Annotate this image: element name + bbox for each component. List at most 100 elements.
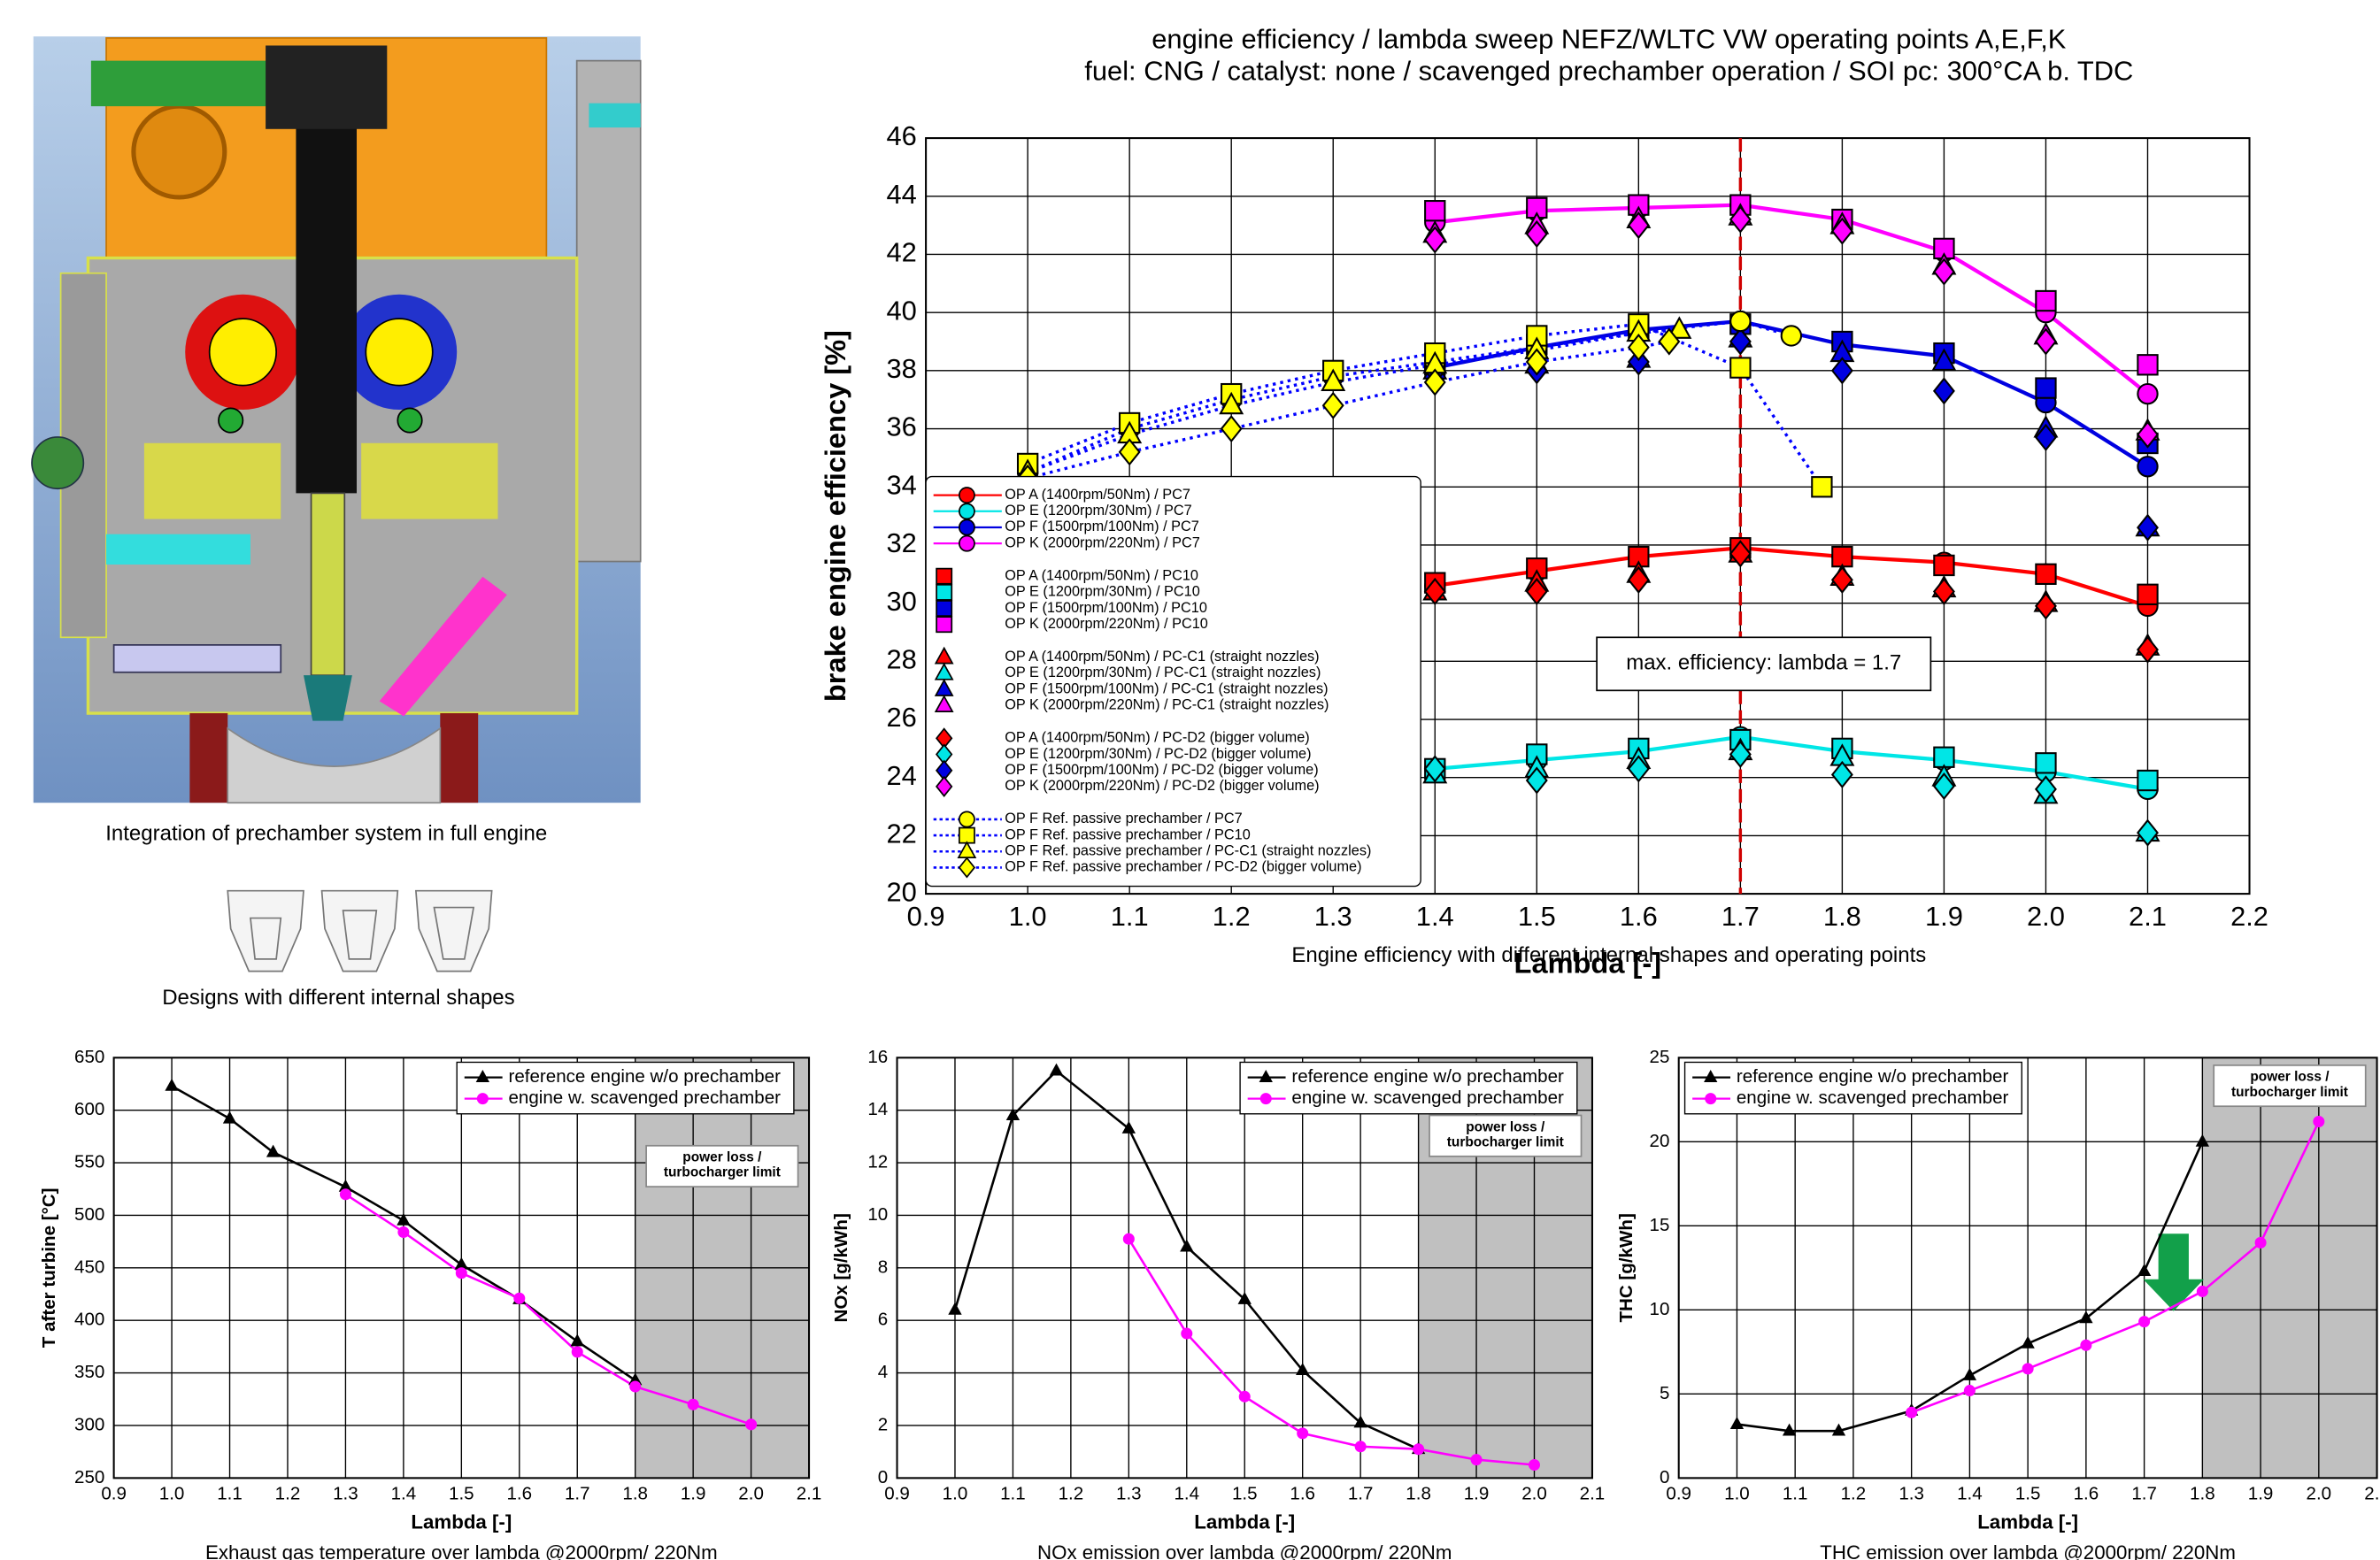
y-tick-label: 30 (886, 586, 916, 617)
plot-frame (112, 1057, 811, 1479)
legend-marker (1259, 1093, 1272, 1105)
data-point (1423, 577, 1446, 606)
legend-marker (936, 616, 953, 634)
data-point (1470, 1454, 1483, 1466)
cylinder-liner (440, 713, 479, 803)
x-tick-label: 1.9 (2248, 1483, 2274, 1503)
data-point (2080, 1339, 2092, 1351)
data-point (1729, 740, 1752, 769)
legend-label: OP F (1500rpm/100Nm) / PC10 (1005, 600, 1207, 616)
legend-label: engine w. scavenged prechamber (1291, 1087, 1564, 1108)
legend-label: OP K (2000rpm/220Nm) / PC7 (1005, 534, 1200, 550)
data-point (1413, 1443, 1425, 1456)
series-line (1027, 319, 1792, 474)
chart: 0.9 1.0 1.1 1.2 1.3 1.4 1.5 1.6 1.7 1.8 1.9 2.0 2.1 0… (831, 1047, 1605, 1560)
data-point (2137, 818, 2159, 847)
x-tick-label: 2.0 (2307, 1483, 2332, 1503)
x-tick-label: 2.1 (2364, 1483, 2380, 1503)
pipe (589, 103, 641, 128)
data-point (1296, 1363, 1310, 1376)
x-tick-label: 1.4 (1416, 901, 1454, 932)
data-point (1932, 257, 1955, 286)
legend-label: OP F Ref. passive prechamber / PC10 (1005, 826, 1251, 842)
legend-marker (958, 487, 975, 504)
data-point (1627, 348, 1650, 376)
exhaust-valve (365, 318, 434, 387)
valve-spring (143, 442, 281, 519)
y-tick-label: 450 (74, 1256, 104, 1277)
prechamber (310, 492, 346, 677)
chart-title: fuel: CNG / catalyst: none / scavenged p… (1084, 56, 2133, 87)
y-tick-label: 10 (867, 1204, 888, 1225)
x-tick-label: 1.0 (1724, 1483, 1750, 1503)
legend-label: OP K (2000rpm/220Nm) / PC10 (1005, 616, 1208, 632)
y-tick-label: 46 (886, 120, 916, 151)
cover-cap (131, 104, 227, 200)
annotation-box (1596, 636, 1932, 692)
data-point (1049, 1063, 1064, 1076)
x-tick-label: 1.2 (275, 1483, 301, 1503)
data-point (1729, 1416, 1745, 1429)
legend-marker (1705, 1093, 1717, 1105)
data-point (1353, 1415, 1367, 1428)
y-tick-label: 32 (886, 527, 916, 558)
caption: NOx emission over lambda @2000rpm/ 220Nm (1037, 1541, 1452, 1560)
x-tick-label: 2.1 (1580, 1483, 1606, 1503)
y-tick-label: 2 (878, 1414, 888, 1434)
data-point (1963, 1385, 1976, 1397)
water-channel (106, 534, 250, 565)
design-detail (433, 906, 475, 960)
x-tick-label: 1.2 (1841, 1483, 1867, 1503)
data-point (1423, 226, 1446, 254)
sensor (31, 436, 85, 490)
data-point (165, 1078, 179, 1091)
x-tick-label: 1.5 (1232, 1483, 1258, 1503)
intake-valve (208, 318, 277, 387)
legend-label: reference engine w/o prechamber (508, 1066, 781, 1087)
data-point (1627, 755, 1650, 783)
legend-label: OP E (1200rpm/30Nm) / PC7 (1005, 503, 1191, 519)
data-point (2034, 592, 2057, 620)
data-point (1627, 211, 1650, 240)
x-axis-label: Lambda [-] (1514, 947, 1662, 979)
chart: 0.9 1.0 1.1 1.2 1.3 1.4 1.5 1.6 1.7 1.8 1.9 2.0 2.1 2… (820, 23, 2268, 979)
x-tick-label: 1.3 (1116, 1483, 1142, 1503)
data-point (1321, 368, 1346, 391)
data-point (2137, 635, 2159, 664)
data-point (2195, 1133, 2210, 1147)
design-drawings (227, 889, 493, 972)
x-tick-label: 1.3 (1314, 901, 1352, 932)
data-point (1811, 476, 1833, 498)
y-tick-label: 10 (1650, 1299, 1670, 1319)
y-tick-label: 25 (1650, 1047, 1670, 1067)
y-tick-label: 20 (1650, 1131, 1670, 1151)
data-point (1667, 316, 1692, 339)
data-point (2022, 1363, 2034, 1375)
y-tick-label: 42 (886, 237, 916, 268)
legend-marker (1259, 1070, 1273, 1083)
data-point (1122, 1233, 1135, 1245)
x-tick-label: 1.2 (1059, 1483, 1084, 1503)
annotation: max. efficiency: lambda = 1.7 (1626, 651, 1901, 675)
x-tick-label: 2.1 (2129, 901, 2167, 932)
charts: 0.9 1.0 1.1 1.2 1.3 1.4 1.5 1.6 1.7 1.8 1.9 2.0 2.1 2… (39, 23, 2380, 1560)
ignition-coil (266, 45, 388, 129)
shade-label-box (2213, 1064, 2367, 1108)
y-tick-label: 34 (886, 469, 916, 500)
x-tick-label: 1.4 (1174, 1483, 1199, 1503)
spark-plug (379, 576, 507, 717)
x-tick-label: 1.7 (1348, 1483, 1374, 1503)
series-line (1027, 322, 1823, 488)
x-tick-label: 1.6 (2074, 1483, 2099, 1503)
legend-marker (936, 583, 953, 601)
series-line (1435, 203, 2149, 396)
chart: 0.9 1.0 1.1 1.2 1.3 1.4 1.5 1.6 1.7 1.8 1.9 2.0 2.1 0… (1616, 1047, 2380, 1560)
data-point (2137, 382, 2159, 405)
y-tick-label: 650 (74, 1047, 104, 1067)
x-tick-label: 0.9 (884, 1483, 910, 1503)
